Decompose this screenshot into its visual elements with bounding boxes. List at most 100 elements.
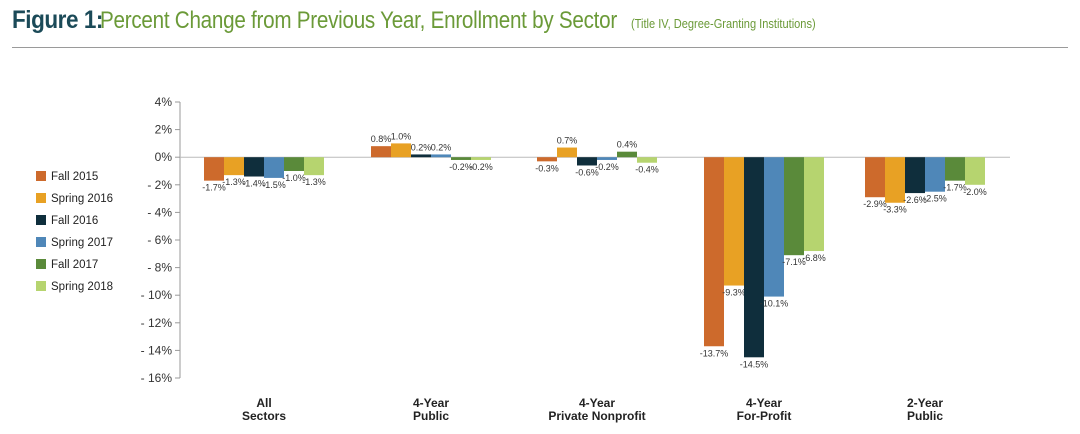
data-label: -2.9% (863, 199, 887, 209)
bar (704, 157, 724, 347)
legend-label: Spring 2017 (51, 237, 113, 249)
data-label: -13.7% (700, 348, 729, 358)
data-label: -14.5% (740, 359, 769, 369)
y-tick-label: - 12% (141, 316, 173, 330)
figure-subtitle: (Title IV, Degree-Granting Institutions) (631, 16, 816, 31)
category-label: Public (413, 409, 449, 423)
bar (597, 157, 617, 160)
data-label: -0.6% (575, 167, 599, 177)
bar (905, 157, 925, 194)
y-tick-label: - 2% (147, 178, 172, 192)
bar (804, 157, 824, 252)
data-label: 1.0% (391, 131, 412, 141)
bar (945, 157, 965, 181)
data-label: -7.1% (782, 257, 806, 267)
figure-label: Figure 1: (12, 6, 103, 34)
data-label: -0.2% (449, 162, 473, 172)
y-tick-label: - 10% (141, 288, 173, 302)
data-label: -1.7% (202, 183, 226, 193)
data-label: -1.5% (262, 180, 286, 190)
bar (264, 157, 284, 178)
bar (885, 157, 905, 203)
title-divider (12, 47, 1068, 48)
legend-label: Fall 2017 (51, 259, 98, 271)
legend-swatch (36, 259, 46, 269)
figure-title: Percent Change from Previous Year, Enrol… (99, 7, 617, 34)
data-label: -1.7% (943, 183, 967, 193)
data-label: 0.4% (617, 140, 638, 150)
bar (925, 157, 945, 192)
legend-swatch (36, 193, 46, 203)
legend-label: Spring 2016 (51, 193, 113, 205)
category-label: Private Nonprofit (548, 409, 645, 423)
category-label: 4-Year (579, 396, 615, 410)
legend-swatch (36, 237, 46, 247)
bar (537, 157, 557, 162)
data-label: -0.2% (595, 162, 619, 172)
bar (304, 157, 324, 176)
data-label: -2.6% (903, 195, 927, 205)
category-label: 4-Year (746, 396, 782, 410)
bar (471, 157, 491, 160)
y-tick-label: - 14% (141, 343, 173, 357)
category-label: All (256, 396, 271, 410)
data-label: -2.0% (963, 187, 987, 197)
data-label: 0.2% (431, 142, 452, 152)
y-tick-label: 0% (155, 150, 173, 164)
y-tick-label: 2% (155, 123, 173, 137)
data-label: -3.3% (883, 205, 907, 215)
y-tick-label: - 8% (147, 261, 172, 275)
data-label: -0.4% (635, 165, 659, 175)
bar (411, 154, 431, 158)
data-label: 0.8% (371, 134, 392, 144)
legend-swatch (36, 281, 46, 291)
bar (371, 146, 391, 158)
bar (965, 157, 985, 185)
category-label: 2-Year (907, 396, 943, 410)
y-tick-label: 4% (155, 95, 173, 109)
category-label: Sectors (242, 409, 286, 423)
data-label: -1.0% (282, 173, 306, 183)
bar (865, 157, 885, 198)
bar (451, 157, 471, 160)
bar (431, 154, 451, 158)
data-label: -1.3% (302, 177, 326, 187)
data-label: -10.1% (760, 299, 789, 309)
bar (204, 157, 224, 181)
data-label: 0.2% (411, 142, 432, 152)
data-label: -6.8% (802, 253, 826, 263)
bar (244, 157, 264, 177)
data-label: -0.2% (469, 162, 493, 172)
legend-label: Spring 2018 (51, 281, 113, 293)
legend-swatch (36, 171, 46, 181)
data-label: -1.3% (222, 177, 246, 187)
y-tick-label: - 4% (147, 205, 172, 219)
data-label: -1.4% (242, 179, 266, 189)
bar (784, 157, 804, 256)
bar (724, 157, 744, 286)
bar (557, 147, 577, 158)
y-tick-label: - 6% (147, 233, 172, 247)
category-label: Public (907, 409, 943, 423)
data-label: 0.7% (557, 136, 578, 146)
legend-label: Fall 2015 (51, 171, 98, 183)
y-tick-label: - 16% (141, 371, 173, 385)
bar (764, 157, 784, 297)
figure-title-bar: Figure 1: Percent Change from Previous Y… (12, 6, 1072, 46)
bar (284, 157, 304, 171)
bar (744, 157, 764, 358)
bar (224, 157, 244, 176)
legend: Fall 2015 Spring 2016 Fall 2016 Spring 2017… (36, 171, 113, 293)
data-label: -2.5% (923, 194, 947, 204)
category-label: 4-Year (413, 396, 449, 410)
bar (637, 157, 657, 163)
bar (577, 157, 597, 166)
legend-swatch (36, 215, 46, 225)
legend-label: Fall 2016 (51, 215, 98, 227)
category-label: For-Profit (737, 409, 792, 423)
data-label: -0.3% (535, 163, 559, 173)
bar (617, 151, 637, 158)
data-label: -9.3% (722, 288, 746, 298)
bars: -1.7%-1.3%-1.4%-1.5%-1.0%-1.3%0.8% 1.0%0.… (202, 131, 987, 369)
